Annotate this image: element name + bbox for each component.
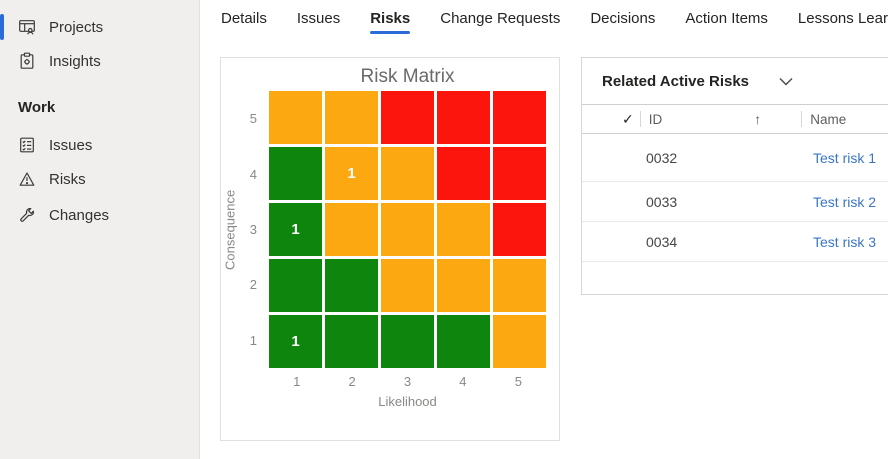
- column-divider: [801, 111, 803, 127]
- matrix-cell[interactable]: [437, 147, 490, 200]
- column-divider: [639, 111, 641, 127]
- tab-lessons-learned[interactable]: Lessons Learned: [797, 10, 888, 27]
- tab-change-requests[interactable]: Change Requests: [440, 10, 561, 27]
- risk-name-link[interactable]: Test risk 3: [813, 233, 877, 250]
- y-axis-ticks: 5 4 3 2 1: [235, 91, 261, 368]
- warning-icon: [18, 170, 36, 188]
- matrix-cell[interactable]: 1: [269, 315, 322, 368]
- matrix-cell[interactable]: [381, 259, 434, 312]
- y-tick-label: 4: [249, 166, 257, 182]
- matrix-cell[interactable]: 1: [325, 147, 378, 200]
- matrix-cell[interactable]: [325, 259, 378, 312]
- risk-name-link[interactable]: Test risk 2: [813, 193, 877, 210]
- sidebar: Projects Insights Work: [0, 0, 200, 459]
- y-tick-label: 1: [249, 332, 257, 348]
- x-tick-label: 5: [514, 374, 522, 389]
- matrix-cell[interactable]: [493, 259, 546, 312]
- tab-risks[interactable]: Risks: [369, 4, 411, 36]
- matrix-cell[interactable]: [493, 91, 546, 144]
- sort-ascending-icon[interactable]: ↑: [754, 111, 762, 127]
- y-tick-label: 5: [249, 111, 257, 127]
- matrix-cell[interactable]: [269, 147, 322, 200]
- y-tick-label: 3: [249, 222, 257, 238]
- matrix-cell[interactable]: [325, 315, 378, 368]
- tab-issues[interactable]: Issues: [296, 10, 341, 27]
- sidebar-item-risks[interactable]: Risks: [0, 162, 199, 196]
- risk-id: 0034: [646, 233, 678, 250]
- matrix-cell[interactable]: [437, 315, 490, 368]
- matrix-cell[interactable]: [437, 259, 490, 312]
- table-row[interactable]: 0033 Test risk 2: [582, 182, 888, 222]
- matrix-cell[interactable]: [325, 203, 378, 256]
- sidebar-section-work: Work: [18, 98, 56, 116]
- matrix-cell[interactable]: [381, 147, 434, 200]
- tab-bar: Details Issues Risks Change Requests Dec…: [220, 0, 888, 40]
- matrix-cell[interactable]: [325, 91, 378, 144]
- tab-action-items[interactable]: Action Items: [685, 10, 768, 27]
- chart-title: Risk Matrix: [360, 66, 455, 87]
- matrix-cell[interactable]: [493, 315, 546, 368]
- sidebar-item-label: Issues: [49, 136, 93, 154]
- risk-id: 0033: [646, 193, 678, 210]
- x-tick-label: 1: [293, 374, 301, 389]
- panel-title: Related Active Risks: [602, 73, 750, 90]
- matrix-cell[interactable]: [381, 203, 434, 256]
- sidebar-item-label: Projects: [49, 18, 104, 36]
- issues-icon: [18, 136, 36, 154]
- risk-id: 0032: [646, 149, 678, 166]
- sidebar-item-changes[interactable]: Changes: [0, 198, 199, 232]
- x-axis-ticks: 1 2 3 4 5: [269, 374, 546, 389]
- sidebar-item-issues[interactable]: Issues: [0, 128, 199, 162]
- x-tick-label: 2: [348, 374, 356, 389]
- matrix-cell[interactable]: [437, 203, 490, 256]
- x-tick-label: 3: [403, 374, 412, 389]
- matrix-cell[interactable]: [437, 91, 490, 144]
- selected-indicator: [0, 14, 4, 40]
- column-header-name[interactable]: Name: [810, 111, 847, 127]
- sidebar-item-projects[interactable]: Projects: [0, 10, 199, 44]
- risk-name-link[interactable]: Test risk 1: [813, 149, 877, 166]
- tab-decisions[interactable]: Decisions: [590, 10, 656, 27]
- matrix-cell[interactable]: 1: [269, 203, 322, 256]
- matrix-cell[interactable]: [269, 259, 322, 312]
- chevron-down-icon[interactable]: [779, 77, 793, 86]
- matrix-cell[interactable]: [381, 91, 434, 144]
- x-tick-label: 4: [459, 374, 467, 389]
- y-tick-label: 2: [249, 277, 257, 293]
- matrix-cell[interactable]: [493, 147, 546, 200]
- insights-icon: [18, 52, 36, 70]
- sidebar-item-label: Changes: [49, 206, 110, 224]
- wrench-icon: [18, 206, 36, 224]
- projects-icon: [18, 18, 36, 36]
- tab-details[interactable]: Details: [221, 10, 267, 27]
- sidebar-item-label: Risks: [49, 170, 86, 188]
- select-all-checkmark-icon[interactable]: ✓: [622, 110, 634, 127]
- matrix-cell[interactable]: [269, 91, 322, 144]
- table-row[interactable]: 0034 Test risk 3: [582, 222, 888, 262]
- table-row[interactable]: 0032 Test risk 1: [582, 134, 888, 182]
- sidebar-item-insights[interactable]: Insights: [0, 44, 199, 78]
- matrix-cell[interactable]: [381, 315, 434, 368]
- matrix-cell[interactable]: [493, 203, 546, 256]
- x-axis-label: Likelihood: [378, 394, 437, 409]
- table-header: ✓ ID ↑ Name: [582, 104, 888, 134]
- related-risks-panel: Related Active Risks ✓ ID ↑ Name 0032 Te…: [581, 57, 888, 295]
- sidebar-item-label: Insights: [49, 52, 101, 70]
- column-header-id[interactable]: ID: [648, 111, 663, 127]
